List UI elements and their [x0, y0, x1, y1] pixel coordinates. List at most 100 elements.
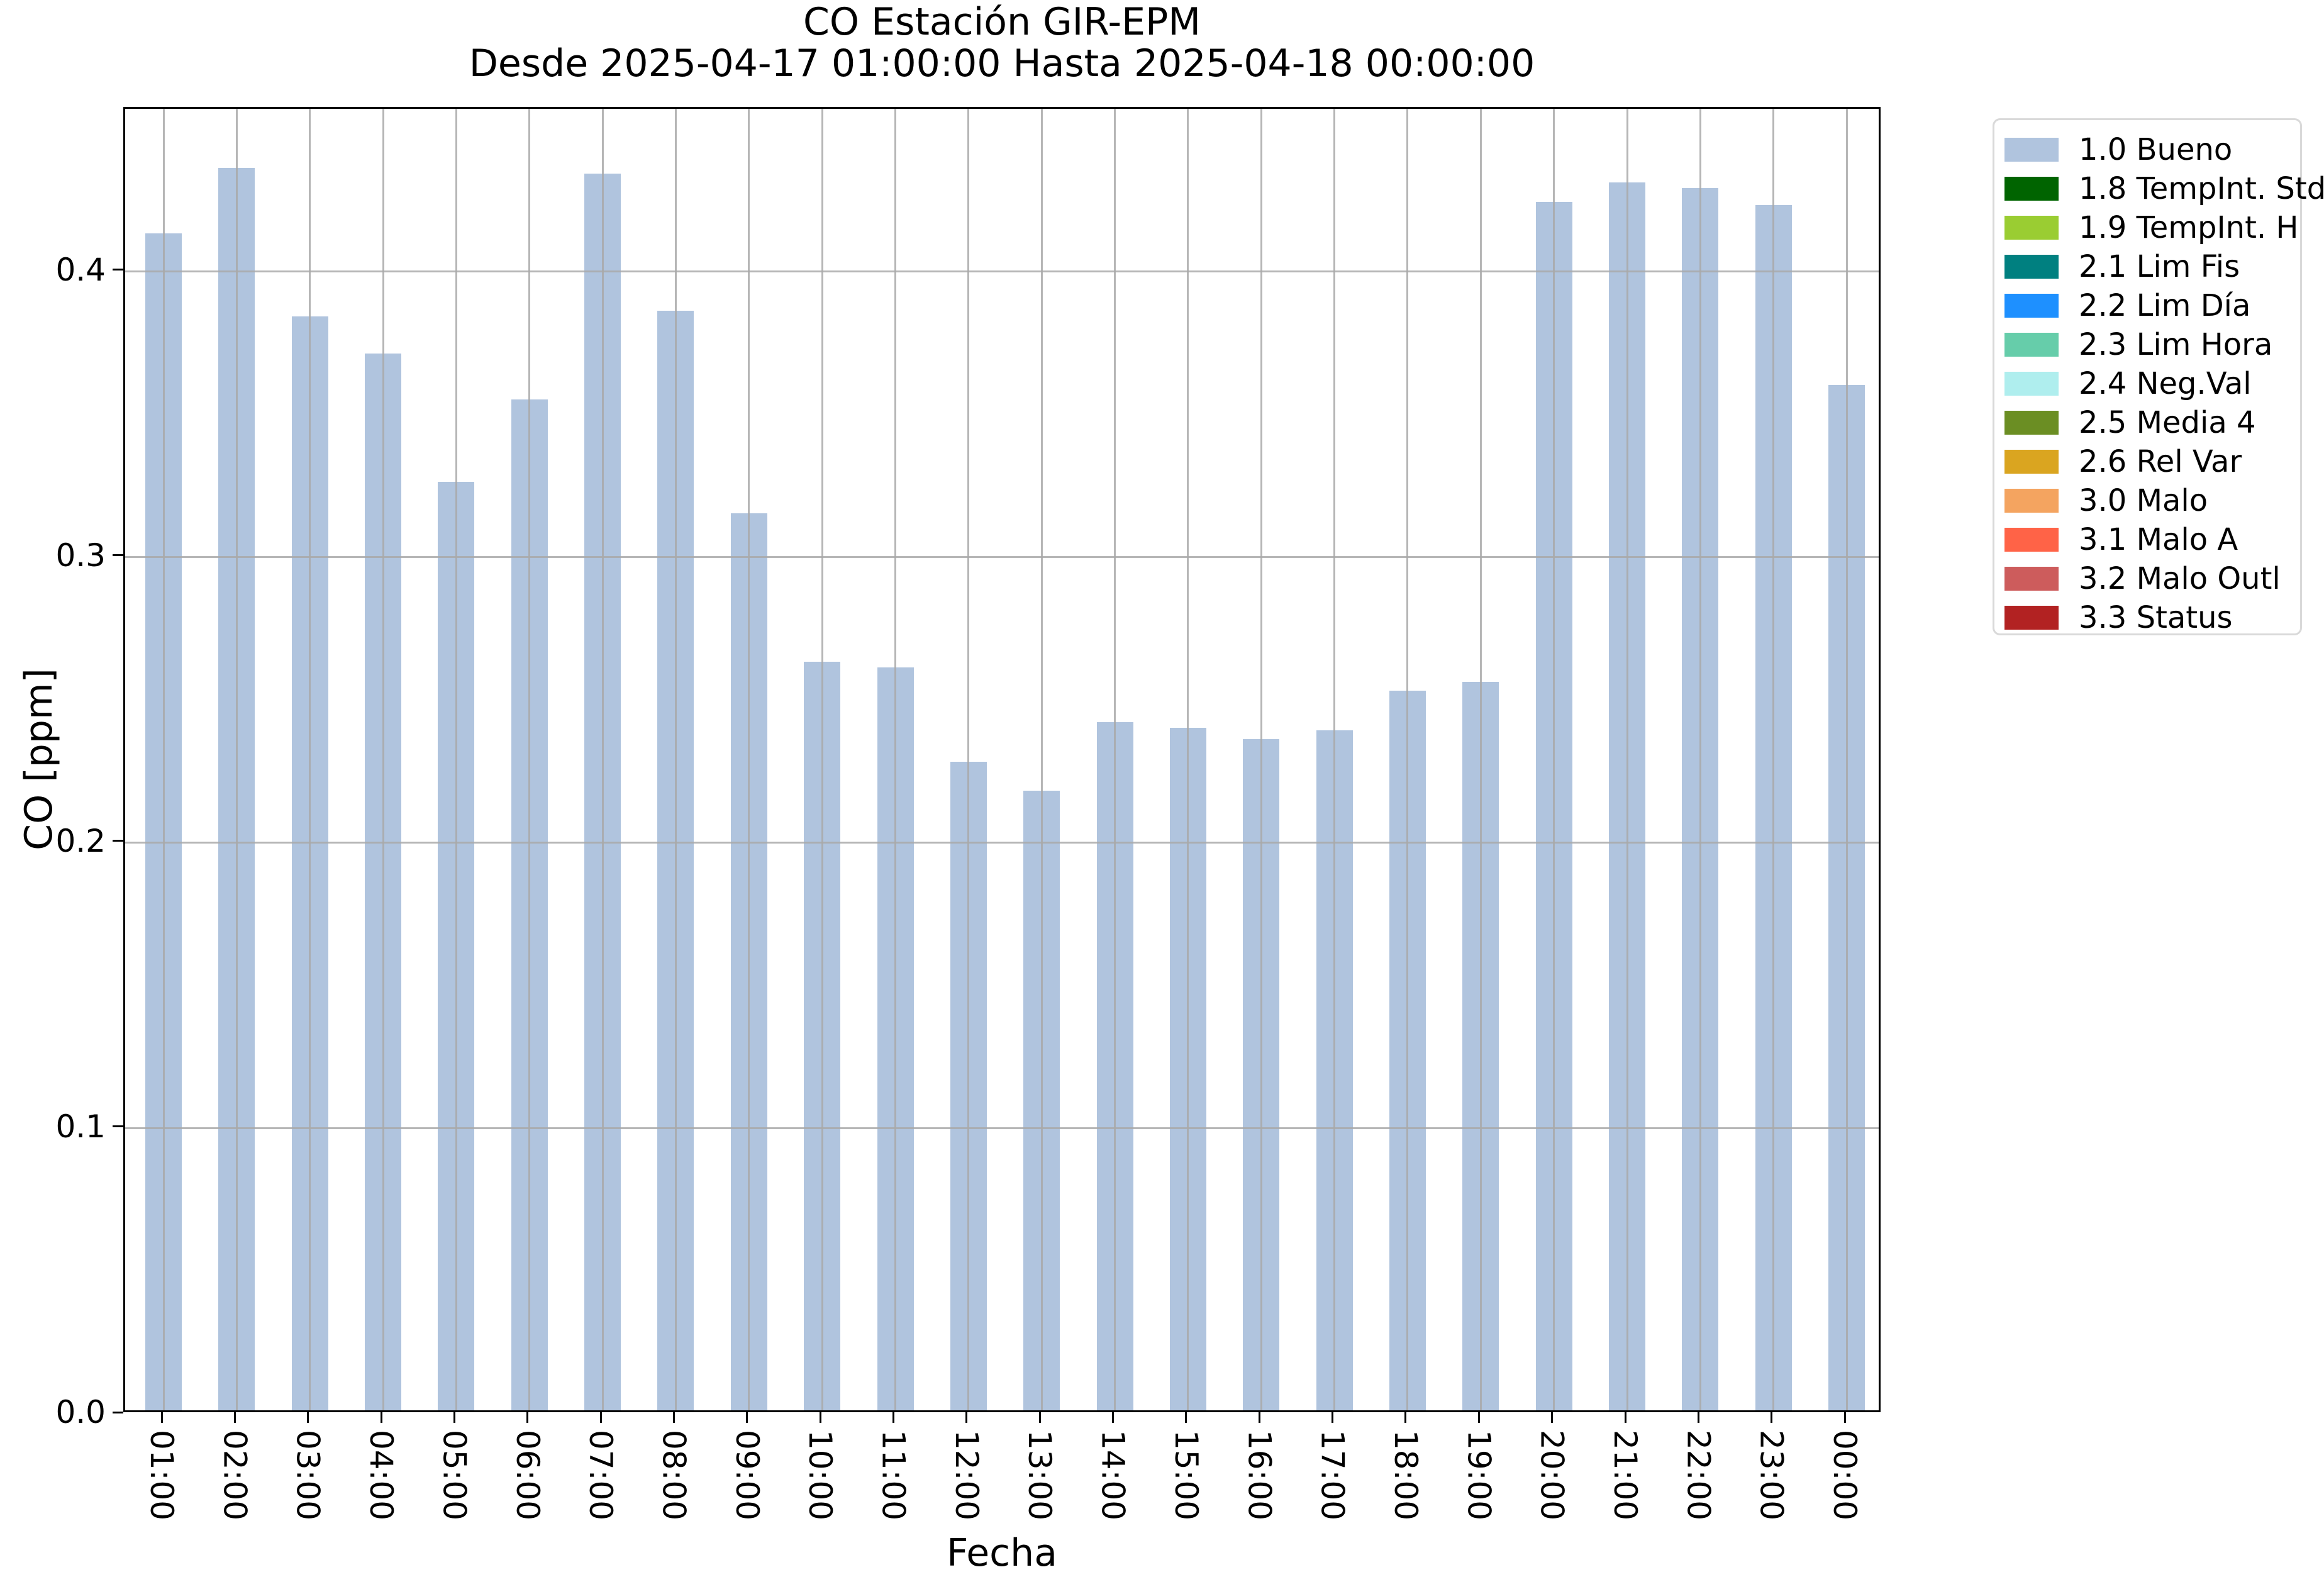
- x-tick-label-14:00: 14:00: [1094, 1430, 1131, 1521]
- x-tick-label-22:00: 22:00: [1680, 1430, 1717, 1521]
- legend-swatch-icon: [2004, 567, 2059, 591]
- legend-box: 1.0 Bueno 1.8 TempInt. Std 1.9 TempInt. H 2…: [1993, 118, 2324, 637]
- y-tick-0.0: [113, 1411, 123, 1413]
- x-tick-label-11:00: 11:00: [875, 1430, 912, 1521]
- x-tick-01:00: [160, 1412, 163, 1423]
- x-tick-04:00: [380, 1412, 382, 1423]
- v-gridline-07:00: [601, 109, 604, 1410]
- plot-area: [123, 107, 1881, 1412]
- legend-item-3.1-Malo-A: 3.1 Malo A: [2004, 520, 2300, 559]
- x-tick-10:00: [819, 1412, 821, 1423]
- x-tick-label-09:00: 09:00: [728, 1430, 765, 1521]
- v-gridline-10:00: [821, 109, 823, 1410]
- legend-item-1.9-TempInt.-H: 1.9 TempInt. H: [2004, 208, 2300, 247]
- x-tick-label-15:00: 15:00: [1167, 1430, 1204, 1521]
- v-gridline-16:00: [1260, 109, 1262, 1410]
- x-tick-20:00: [1551, 1412, 1554, 1423]
- legend-label: 2.3 Lim Hora: [2079, 327, 2273, 362]
- x-tick-label-19:00: 19:00: [1460, 1430, 1498, 1521]
- x-tick-00:00: [1843, 1412, 1846, 1423]
- legend-label: 1.9 TempInt. H: [2079, 210, 2299, 245]
- x-tick-08:00: [672, 1412, 675, 1423]
- v-gridline-18:00: [1406, 109, 1409, 1410]
- x-tick-14:00: [1112, 1412, 1115, 1423]
- v-gridline-06:00: [528, 109, 531, 1410]
- x-tick-21:00: [1624, 1412, 1626, 1423]
- legend-label: 2.6 Rel Var: [2079, 444, 2242, 479]
- v-gridline-03:00: [309, 109, 311, 1410]
- v-gridline-15:00: [1187, 109, 1189, 1410]
- legend-swatch-icon: [2004, 489, 2059, 513]
- legend-item-1.8-TempInt.-Std: 1.8 TempInt. Std: [2004, 169, 2324, 208]
- v-gridline-22:00: [1699, 109, 1701, 1410]
- x-tick-15:00: [1185, 1412, 1187, 1423]
- legend-item-1.0-Bueno: 1.0 Bueno: [2004, 130, 2300, 169]
- legend-label: 3.1 Malo A: [2079, 522, 2238, 557]
- title-block: CO Estación GIR-EPM Desde 2025-04-17 01:…: [123, 1, 1881, 84]
- legend-item-2.6-Rel-Var: 2.6 Rel Var: [2004, 442, 2300, 481]
- x-tick-label-04:00: 04:00: [363, 1430, 400, 1521]
- x-tick-label-05:00: 05:00: [436, 1430, 473, 1521]
- v-gridline-14:00: [1114, 109, 1116, 1410]
- x-tick-label-06:00: 06:00: [509, 1430, 546, 1521]
- x-tick-05:00: [453, 1412, 455, 1423]
- x-axis-label: Fecha: [947, 1531, 1057, 1575]
- legend-swatch-icon: [2004, 177, 2059, 201]
- x-tick-label-03:00: 03:00: [289, 1430, 326, 1521]
- legend-swatch-icon: [2004, 372, 2059, 396]
- x-tick-label-02:00: 02:00: [216, 1430, 253, 1521]
- legend-item-3.0-Malo: 3.0 Malo: [2004, 481, 2300, 520]
- legend-swatch-icon: [2004, 411, 2059, 435]
- y-tick-label-0.1: 0.1: [55, 1108, 106, 1145]
- x-tick-label-13:00: 13:00: [1021, 1430, 1059, 1521]
- v-gridline-05:00: [455, 109, 457, 1410]
- legend-swatch-icon: [2004, 255, 2059, 279]
- x-tick-label-08:00: 08:00: [655, 1430, 692, 1521]
- legend-label: 1.0 Bueno: [2079, 132, 2233, 167]
- x-tick-label-21:00: 21:00: [1607, 1430, 1643, 1521]
- x-tick-19:00: [1477, 1412, 1480, 1423]
- legend-item-2.1-Lim-Fis: 2.1 Lim Fis: [2004, 247, 2300, 286]
- y-tick-0.1: [113, 1125, 123, 1128]
- legend-label: 2.5 Media 4: [2079, 405, 2256, 440]
- x-tick-label-12:00: 12:00: [948, 1430, 985, 1521]
- legend-label: 2.4 Neg.Val: [2079, 366, 2252, 401]
- v-gridline-01:00: [162, 109, 165, 1410]
- x-tick-13:00: [1038, 1412, 1041, 1423]
- legend-item-3.2-Malo-Outl: 3.2 Malo Outl: [2004, 559, 2300, 598]
- y-tick-0.4: [113, 269, 123, 271]
- x-tick-label-23:00: 23:00: [1753, 1430, 1790, 1521]
- legend-swatch-icon: [2004, 528, 2059, 552]
- x-tick-label-01:00: 01:00: [143, 1430, 180, 1521]
- x-tick-07:00: [599, 1412, 602, 1423]
- legend-item-3.3-Status: 3.3 Status: [2004, 598, 2300, 637]
- legend-label: 2.2 Lim Día: [2079, 288, 2251, 323]
- x-tick-label-20:00: 20:00: [1533, 1430, 1571, 1521]
- v-gridline-17:00: [1333, 109, 1336, 1410]
- legend-label: 3.2 Malo Outl: [2079, 561, 2281, 596]
- v-gridline-04:00: [382, 109, 384, 1410]
- legend-item-2.3-Lim-Hora: 2.3 Lim Hora: [2004, 325, 2300, 364]
- x-tick-02:00: [233, 1412, 236, 1423]
- legend-item-2.2-Lim-D-a: 2.2 Lim Día: [2004, 286, 2300, 325]
- y-tick-0.2: [113, 840, 123, 842]
- y-tick-label-0.0: 0.0: [55, 1394, 106, 1430]
- h-gridline-0.2: [125, 842, 1879, 844]
- x-tick-22:00: [1697, 1412, 1699, 1423]
- legend-swatch-icon: [2004, 138, 2059, 162]
- legend-label: 3.3 Status: [2079, 600, 2233, 635]
- x-tick-03:00: [307, 1412, 309, 1423]
- legend-swatch-icon: [2004, 450, 2059, 474]
- legend-swatch-icon: [2004, 216, 2059, 240]
- x-tick-17:00: [1332, 1412, 1334, 1423]
- v-gridline-20:00: [1553, 109, 1555, 1410]
- legend-swatch-icon: [2004, 606, 2059, 630]
- legend-item-2.4-Neg.Val: 2.4 Neg.Val: [2004, 364, 2300, 403]
- x-tick-23:00: [1771, 1412, 1773, 1423]
- x-tick-label-16:00: 16:00: [1241, 1430, 1278, 1521]
- chart-subtitle: Desde 2025-04-17 01:00:00 Hasta 2025-04-…: [469, 42, 1535, 86]
- x-tick-18:00: [1404, 1412, 1407, 1423]
- y-tick-label-0.4: 0.4: [55, 251, 106, 288]
- h-gridline-0.3: [125, 556, 1879, 559]
- x-tick-label-18:00: 18:00: [1387, 1430, 1424, 1521]
